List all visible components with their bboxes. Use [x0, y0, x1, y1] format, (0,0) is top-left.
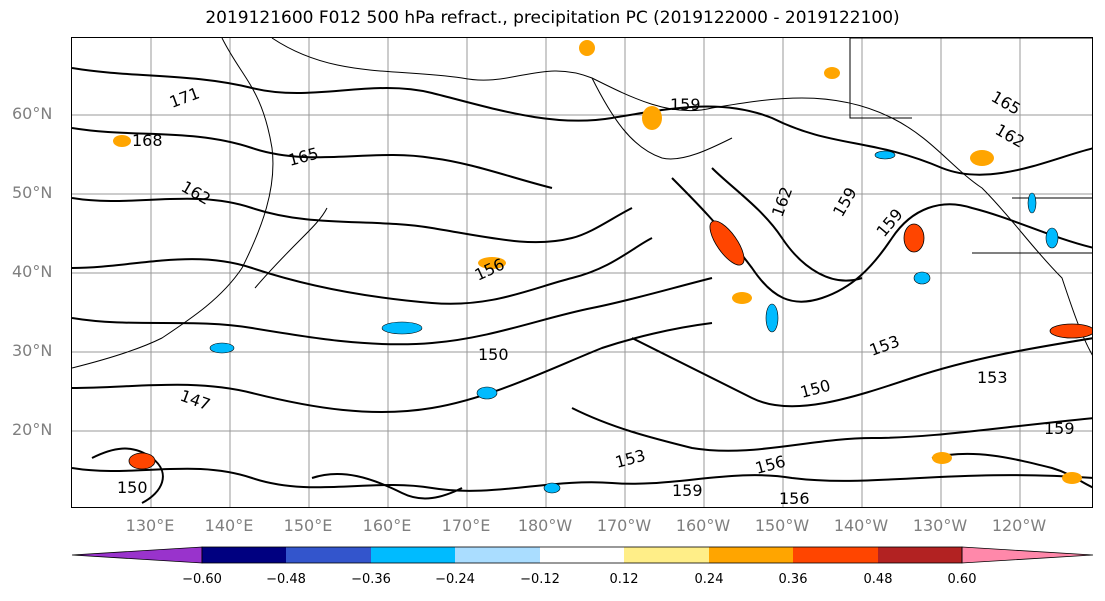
lon-label: 170°E: [441, 516, 491, 535]
colorbar-extend-low: [71, 546, 203, 564]
lon-label: 150°W: [754, 516, 810, 535]
colorbar-band: [540, 547, 624, 563]
lat-label-60n: 60°N: [12, 104, 53, 123]
precip-shading: [113, 40, 1092, 494]
contour-label: 168: [132, 131, 163, 150]
map-canvas: 171 168 165 162 159 159 159 162 165 162 …: [72, 38, 1092, 508]
colorbar-band: [793, 547, 878, 563]
lon-label: 140°E: [204, 516, 254, 535]
colorbar-band: [878, 547, 962, 563]
contour-label: 171: [167, 83, 202, 111]
coastlines: [72, 38, 1092, 369]
lon-label: 150°E: [283, 516, 333, 535]
lon-label: 170°W: [596, 516, 652, 535]
contour-label: 147: [178, 386, 213, 414]
contour-label: 159: [672, 481, 703, 500]
graticule: [72, 38, 1092, 507]
colorbar-tick: −0.12: [520, 572, 560, 587]
colorbar-band: [624, 547, 709, 563]
contour-label: 159: [873, 205, 907, 241]
contour-label: 150: [798, 376, 832, 402]
colorbar-outline: [201, 546, 963, 564]
contour-label: 153: [977, 368, 1008, 387]
colorbar-band: [371, 547, 455, 563]
map-panel: 171 168 165 162 159 159 159 162 165 162 …: [71, 37, 1093, 508]
colorbar-tick: −0.24: [435, 572, 475, 587]
colorbar-band: [202, 547, 286, 563]
contour-label: 159: [670, 95, 701, 114]
contour-label: 156: [753, 452, 787, 478]
colorbar-tick: 0.60: [947, 572, 977, 587]
colorbar-tick: 0.36: [778, 572, 808, 587]
contour-label: 153: [867, 331, 902, 359]
colorbar-band: [455, 547, 540, 563]
colorbar-band: [709, 547, 793, 563]
lon-label: 160°E: [362, 516, 412, 535]
contour-label: 150: [478, 345, 509, 364]
contour-label: 150: [117, 478, 148, 497]
contour-label-group: 171 168 165 162 159 159 159 162 165 162 …: [117, 83, 1075, 508]
contour-label: 165: [286, 144, 320, 170]
lat-label-50n: 50°N: [12, 183, 53, 202]
lon-label: 130°E: [125, 516, 175, 535]
contour-label: 165: [988, 87, 1024, 119]
colorbar-tick: −0.36: [351, 572, 391, 587]
lat-label-30n: 30°N: [12, 341, 53, 360]
colorbar-extend-high: [961, 546, 1094, 564]
lon-label: 180°W: [517, 516, 573, 535]
colorbar-tick: 0.12: [609, 572, 639, 587]
colorbar-band: [286, 547, 371, 563]
lon-label: 130°W: [912, 516, 968, 535]
colorbar-tick: −0.48: [266, 572, 306, 587]
colorbar: [71, 546, 1094, 564]
lon-label: 160°W: [675, 516, 731, 535]
contour-label: 156: [779, 489, 810, 508]
colorbar-tick: −0.60: [182, 572, 222, 587]
lat-label-20n: 20°N: [12, 420, 53, 439]
colorbar-tick: 0.24: [694, 572, 724, 587]
contour-label: 162: [992, 120, 1028, 152]
contour-label: 159: [829, 184, 861, 220]
lat-label-40n: 40°N: [12, 262, 53, 281]
map-title: 2019121600 F012 500 hPa refract., precip…: [205, 8, 900, 28]
contour-lines: [72, 67, 1092, 504]
lon-label: 120°W: [991, 516, 1047, 535]
contour-label: 162: [768, 184, 796, 219]
contour-label: 159: [1044, 419, 1075, 438]
contour-label: 162: [178, 177, 214, 209]
lon-label: 140°W: [833, 516, 889, 535]
colorbar-tick: 0.48: [863, 572, 893, 587]
contour-label: 153: [613, 446, 647, 472]
